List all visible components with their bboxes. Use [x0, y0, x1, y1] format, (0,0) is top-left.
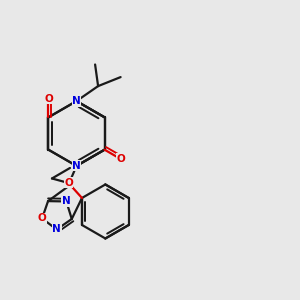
- Text: N: N: [72, 161, 81, 171]
- Text: O: O: [116, 154, 125, 164]
- Text: O: O: [38, 214, 46, 224]
- Text: N: N: [52, 224, 61, 235]
- Text: N: N: [62, 196, 71, 206]
- Text: O: O: [44, 94, 53, 104]
- Text: N: N: [72, 96, 81, 106]
- Text: O: O: [64, 178, 73, 188]
